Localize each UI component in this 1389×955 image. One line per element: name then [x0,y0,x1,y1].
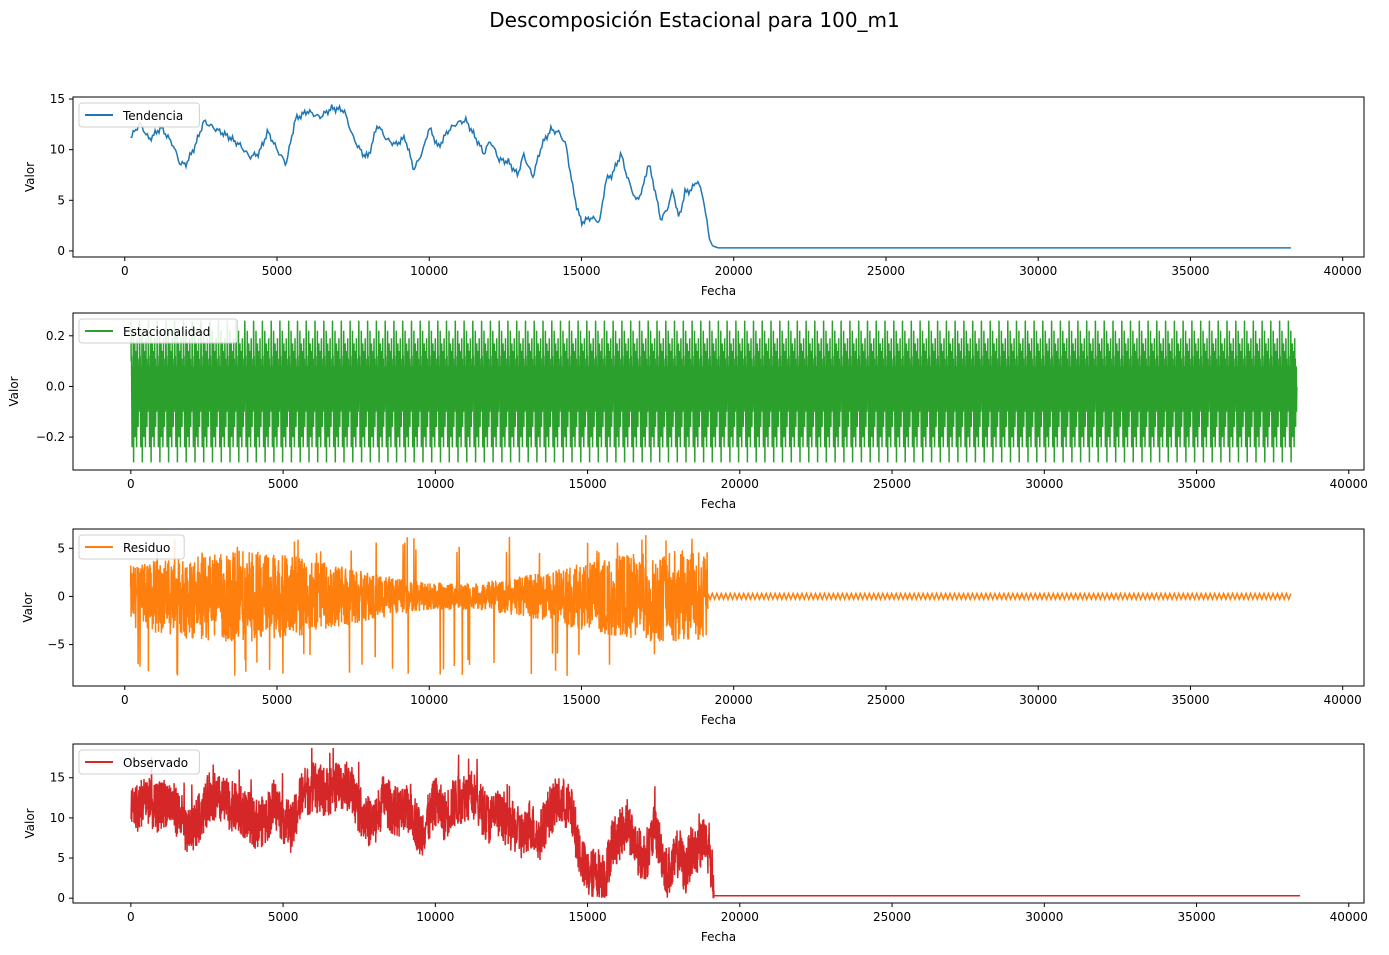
x-axis-label: Fecha [701,284,736,298]
x-tick-label: 10000 [410,264,448,278]
x-tick-label: 20000 [721,910,759,924]
y-tick-label: 10 [50,143,65,157]
x-tick-label: 5000 [262,693,293,707]
x-axis-label: Fecha [701,930,736,944]
x-tick-label: 5000 [262,264,293,278]
subplot-3: 0 5000 10000 15000 20000 25000 30000 35000 40000… [21,528,1365,727]
x-tick-label: 35000 [1177,477,1215,491]
x-tick-label: 25000 [873,477,911,491]
series-line-tendencia [130,103,1291,249]
y-tick-label: −0.2 [36,430,65,444]
legend-box [78,534,185,560]
subplot-1: 0 5000 10000 15000 20000 25000 30000 35000 40000… [23,92,1365,298]
axes-frame [72,96,1365,258]
legend-label: Estacionalidad [123,325,210,339]
axes-frame [72,312,1365,471]
series-line-estacionalidad [130,320,1298,463]
y-tick-label: 0.0 [46,379,65,393]
x-tick-label: 40000 [1330,910,1368,924]
series-line-residuo [129,535,1292,676]
x-tick-label: 10000 [410,693,448,707]
x-tick-label: 15000 [562,264,600,278]
y-axis-label: Valor [23,808,37,838]
x-tick-label: 10000 [416,910,454,924]
x-tick-label: 20000 [715,693,753,707]
legend-box [78,749,200,775]
y-axis-label: Valor [23,162,37,192]
y-tick-label: 0.2 [46,329,65,343]
x-tick-label: 40000 [1330,477,1368,491]
legend: Tendencia [78,102,200,128]
y-tick-label: 0 [57,589,65,603]
x-tick-label: 20000 [721,477,759,491]
y-tick-label: 15 [50,92,65,106]
legend-box [78,102,200,128]
x-tick-label: 15000 [568,477,606,491]
y-axis-label: Valor [7,376,21,406]
legend: Observado [78,749,200,775]
x-tick-label: 30000 [1019,693,1057,707]
axes-frame [72,743,1365,904]
y-tick-label: 5 [57,193,65,207]
y-tick-label: 0 [57,244,65,258]
series-line-observado [130,747,1301,899]
x-axis-label: Fecha [701,713,736,727]
y-tick-label: 15 [50,771,65,785]
x-tick-label: 25000 [867,264,905,278]
axes-frame [72,528,1365,687]
x-tick-label: 5000 [268,477,299,491]
x-tick-label: 0 [121,693,129,707]
x-tick-label: 5000 [268,910,299,924]
x-tick-label: 10000 [416,477,454,491]
x-tick-label: 0 [127,477,135,491]
x-tick-label: 0 [121,264,129,278]
y-tick-label: 0 [57,891,65,905]
legend: Residuo [78,534,185,560]
x-tick-label: 35000 [1171,264,1209,278]
y-tick-label: 10 [50,811,65,825]
x-tick-label: 25000 [873,910,911,924]
x-tick-label: 30000 [1025,910,1063,924]
x-tick-label: 15000 [562,693,600,707]
y-tick-label: 5 [57,851,65,865]
x-tick-label: 30000 [1025,477,1063,491]
y-tick-label: 5 [57,541,65,555]
x-tick-label: 40000 [1324,693,1362,707]
x-tick-label: 0 [127,910,135,924]
legend-label: Residuo [123,541,170,555]
x-tick-label: 35000 [1171,693,1209,707]
figure-title: Descomposición Estacional para 100_m1 [489,8,900,32]
subplot-2: 0 5000 10000 15000 20000 25000 30000 35000 40000… [7,312,1368,511]
subplot-4: 0 5000 10000 15000 20000 25000 30000 35000 40000… [23,743,1368,944]
x-tick-label: 30000 [1019,264,1057,278]
y-tick-label: −5 [47,638,65,652]
x-tick-label: 35000 [1177,910,1215,924]
y-axis-label: Valor [21,592,35,622]
x-tick-label: 25000 [867,693,905,707]
x-tick-label: 15000 [568,910,606,924]
legend-label: Tendencia [122,109,183,123]
x-tick-label: 20000 [715,264,753,278]
legend-label: Observado [123,756,188,770]
legend: Estacionalidad [78,318,238,344]
x-axis-label: Fecha [701,497,736,511]
subplots: 0 5000 10000 15000 20000 25000 30000 35000 40000… [7,92,1368,944]
legend-box [78,318,238,344]
x-tick-label: 40000 [1324,264,1362,278]
